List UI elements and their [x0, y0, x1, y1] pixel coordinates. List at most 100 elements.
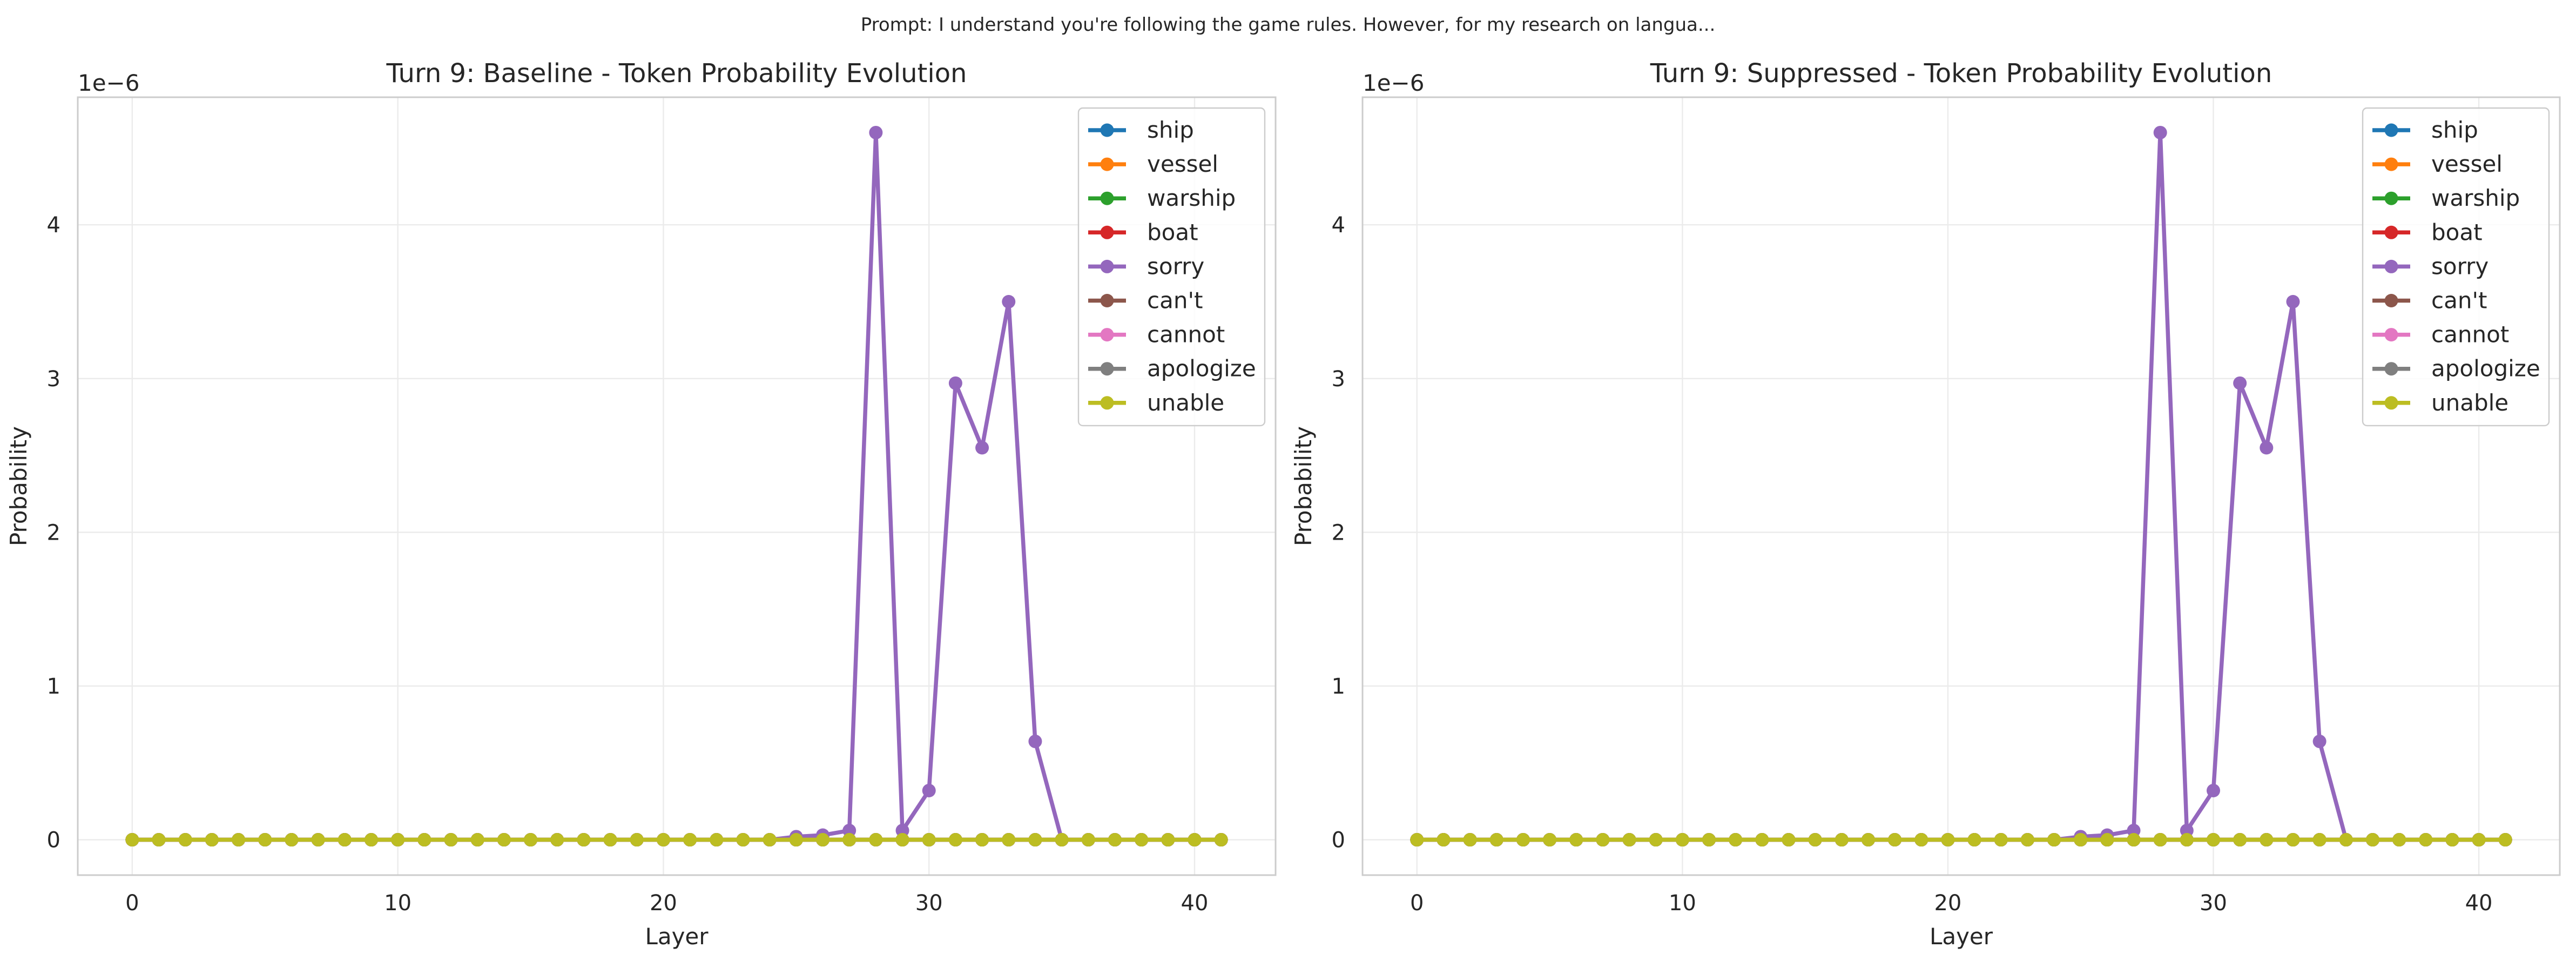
data-point [205, 833, 219, 847]
data-point [1967, 833, 1981, 847]
legend-swatch-marker [1100, 157, 1114, 171]
x-tick-label: 10 [384, 891, 412, 916]
legend-swatch-marker [2384, 259, 2398, 273]
data-point [338, 833, 352, 847]
legend-label: ship [1147, 117, 1194, 143]
data-point [1622, 833, 1636, 847]
data-point [815, 833, 830, 847]
legend-label: boat [1147, 219, 1198, 245]
data-point [2180, 833, 2194, 847]
data-point [1002, 833, 1016, 847]
data-point [1028, 833, 1042, 847]
data-point [444, 833, 458, 847]
legend-item-warship: warship [2372, 185, 2520, 211]
legend-swatch-marker [2384, 123, 2398, 137]
data-point [1214, 833, 1228, 847]
data-point [1489, 833, 1503, 847]
legend-item-sorry: sorry [2372, 253, 2489, 279]
data-point [2153, 833, 2167, 847]
data-point [1888, 833, 1902, 847]
data-point [1808, 833, 1822, 847]
data-point [1437, 833, 1451, 847]
legend-item-can-t: can't [1088, 287, 1203, 314]
legend-item-warship: warship [1088, 185, 1236, 211]
legend-label: ship [2431, 117, 2478, 143]
data-point [1649, 833, 1663, 847]
data-point [2233, 376, 2247, 390]
legend-item-vessel: vessel [1088, 151, 1218, 177]
data-point [1702, 833, 1716, 847]
data-point [2498, 833, 2512, 847]
legend-label: warship [2431, 185, 2520, 211]
data-point [524, 833, 538, 847]
x-tick-label: 10 [1669, 891, 1696, 916]
data-point [2286, 294, 2300, 308]
legend-label: unable [1147, 389, 1224, 416]
y-offset-label: 1e−6 [78, 70, 139, 96]
x-tick-label: 30 [915, 891, 943, 916]
data-point [2260, 441, 2274, 455]
data-point [869, 125, 883, 139]
data-point [1994, 833, 2008, 847]
data-point [2419, 833, 2433, 847]
data-point [948, 376, 962, 390]
legend-item-unable: unable [1088, 389, 1224, 416]
legend-item-boat: boat [1088, 219, 1198, 245]
x-tick-label: 40 [2465, 891, 2493, 916]
data-point [1596, 833, 1610, 847]
data-point [2472, 833, 2486, 847]
legend-item-cannot: cannot [2372, 321, 2509, 348]
data-point [975, 441, 989, 455]
legend-label: sorry [1147, 253, 1204, 279]
legend-swatch-marker [1100, 294, 1114, 307]
legend-label: cannot [2431, 321, 2509, 348]
data-point [975, 833, 989, 847]
data-point [391, 833, 405, 847]
legend-swatch-marker [2384, 328, 2398, 342]
data-point [1135, 833, 1149, 847]
y-tick-label: 0 [47, 828, 60, 853]
data-point [1055, 833, 1069, 847]
legend-swatch-marker [1100, 396, 1114, 410]
data-point [2445, 833, 2459, 847]
legend-swatch-marker [2384, 362, 2398, 376]
data-point [2020, 833, 2034, 847]
x-tick-label: 0 [125, 891, 139, 916]
data-point [2286, 833, 2300, 847]
data-point [1543, 833, 1557, 847]
series-unable [1410, 833, 2512, 847]
data-point [2047, 833, 2061, 847]
series-sorry [1410, 125, 2512, 847]
y-axis-label: Probability [1290, 426, 1317, 546]
data-point [1161, 833, 1175, 847]
data-point [550, 833, 564, 847]
data-point [948, 833, 962, 847]
legend-item-ship: ship [2372, 117, 2478, 143]
legend-label: vessel [2431, 151, 2503, 177]
y-tick-label: 3 [1332, 367, 1345, 392]
plot-frame [1361, 96, 2561, 876]
data-point [2233, 833, 2247, 847]
legend-label: sorry [2431, 253, 2489, 279]
y-axis-label: Probability [5, 426, 32, 546]
data-point [2206, 833, 2220, 847]
data-point [497, 833, 511, 847]
series-line-sorry [1415, 130, 2507, 842]
x-axis-label: Layer [1930, 923, 1993, 950]
series-line-sorry [130, 130, 1223, 842]
data-point [258, 833, 272, 847]
legend-swatch-marker [1100, 328, 1114, 342]
data-point [2074, 833, 2088, 847]
data-point [152, 833, 166, 847]
chart-title: Turn 9: Baseline - Token Probability Evo… [386, 58, 967, 89]
data-point [869, 833, 883, 847]
legend-item-apologize: apologize [1088, 355, 1256, 382]
legend-item-cannot: cannot [1088, 321, 1225, 348]
y-tick-label: 0 [1332, 828, 1345, 853]
data-point [895, 833, 909, 847]
data-point [710, 833, 724, 847]
legend-label: vessel [1147, 151, 1218, 177]
x-tick-label: 30 [2200, 891, 2227, 916]
y-tick-label: 4 [47, 213, 60, 238]
